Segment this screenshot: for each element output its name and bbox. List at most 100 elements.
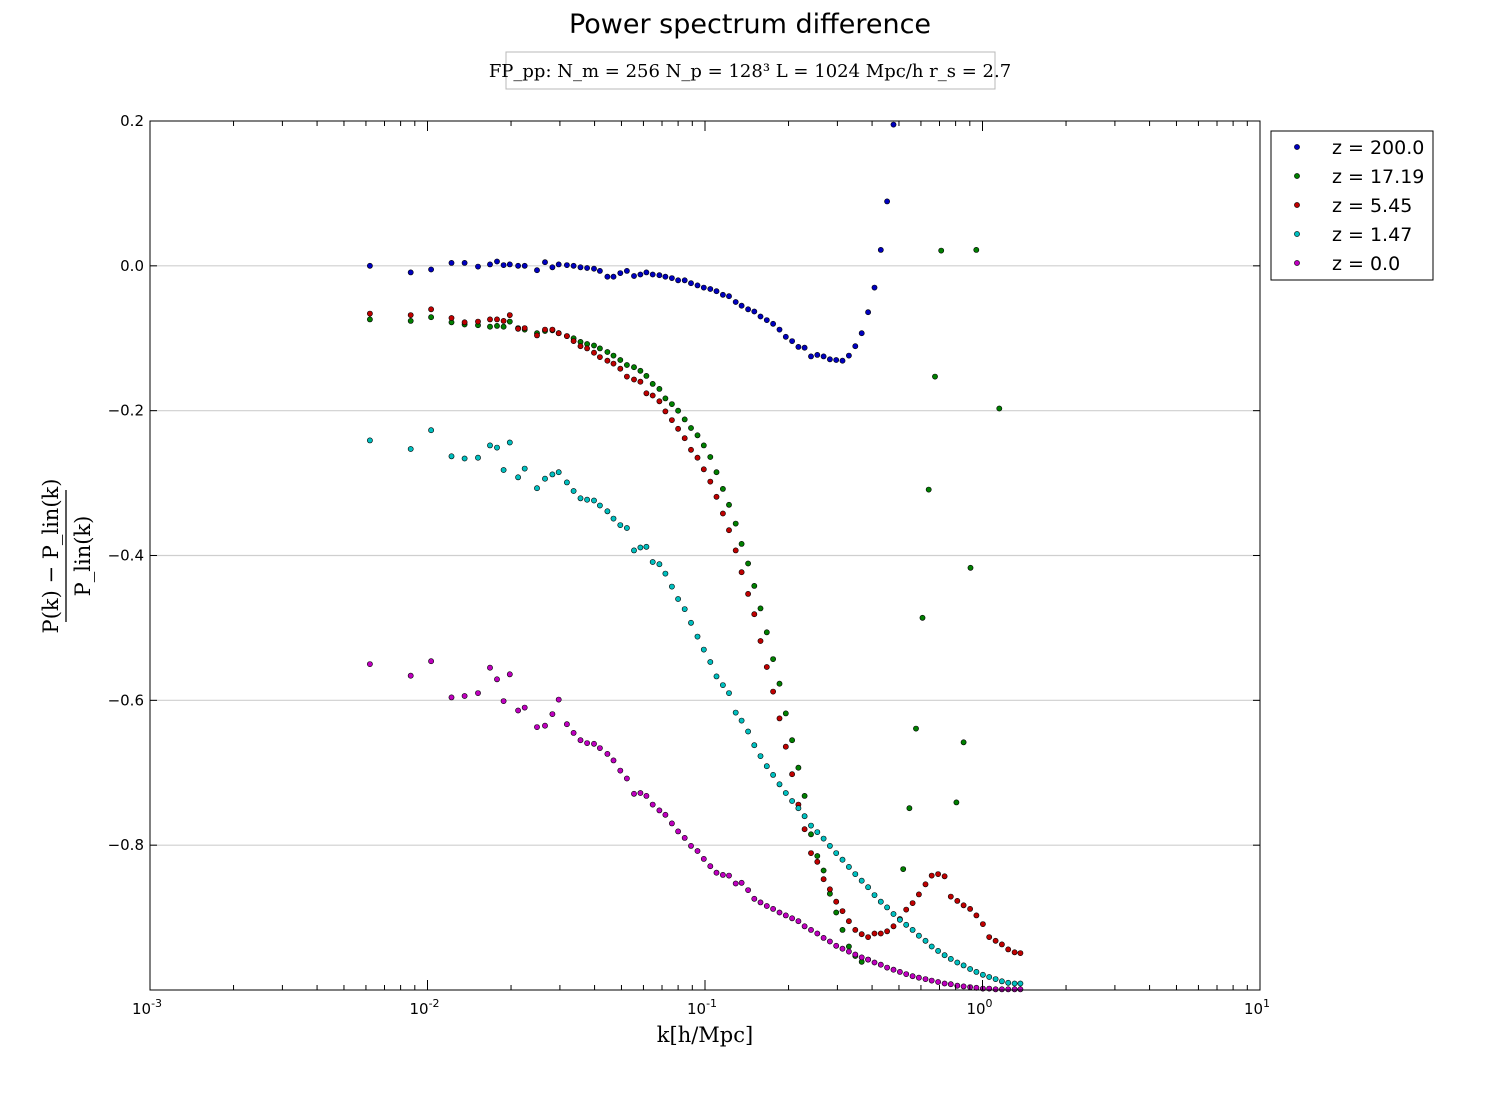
data-point	[713, 869, 720, 876]
data-point	[461, 259, 468, 266]
data-point	[428, 306, 434, 313]
data-point	[487, 664, 493, 671]
data-point	[675, 828, 681, 835]
y-axis-ticks: 0.2 0.0 −0.2 −0.4 −0.6 −0.8	[108, 112, 1260, 854]
data-point	[938, 247, 945, 254]
data-point	[649, 271, 656, 278]
data-point	[366, 310, 373, 317]
data-point	[694, 848, 701, 854]
data-point	[726, 872, 732, 879]
data-point	[366, 437, 373, 444]
data-point	[584, 345, 590, 352]
data-point	[577, 495, 584, 502]
legend-label: z = 1.47	[1332, 224, 1412, 246]
data-point	[801, 923, 808, 930]
data-point	[801, 344, 808, 351]
data-point	[1005, 979, 1012, 986]
data-point	[865, 956, 871, 963]
data-point	[732, 547, 739, 554]
data-point	[947, 956, 954, 962]
data-point	[500, 698, 507, 704]
data-point	[494, 316, 500, 323]
data-point	[852, 927, 859, 933]
data-point	[726, 690, 732, 696]
data-point	[833, 909, 840, 916]
data-point	[534, 267, 540, 274]
data-point	[877, 930, 884, 937]
data-point	[801, 813, 808, 820]
data-point	[669, 583, 675, 590]
data-point	[720, 872, 726, 878]
x-tick-label: 100	[966, 997, 992, 1018]
data-point	[624, 775, 630, 782]
data-point	[675, 277, 681, 284]
data-point	[960, 962, 967, 969]
x-tick-label: 10-3	[132, 997, 162, 1018]
data-point	[584, 740, 590, 746]
data-point	[713, 288, 720, 295]
data-point	[448, 259, 455, 266]
data-point	[521, 465, 528, 472]
data-point	[953, 799, 960, 806]
data-point	[577, 264, 584, 271]
y-tick-label: −0.4	[108, 547, 144, 565]
data-point	[757, 605, 764, 612]
data-point	[795, 764, 802, 771]
data-point	[707, 454, 714, 460]
data-point	[986, 934, 993, 940]
data-point	[871, 284, 878, 291]
data-point	[713, 493, 720, 500]
data-point	[461, 693, 468, 699]
data-point	[700, 284, 707, 291]
data-point	[577, 737, 584, 744]
data-point	[549, 326, 556, 333]
data-point	[591, 265, 597, 272]
data-point	[662, 570, 669, 577]
data-point	[521, 325, 528, 331]
data-point	[610, 360, 617, 367]
data-point	[624, 373, 630, 380]
series-0	[366, 121, 897, 364]
data-point	[617, 522, 624, 528]
data-point	[549, 264, 556, 271]
data-point	[604, 349, 611, 355]
data-point	[757, 313, 764, 320]
data-point	[643, 543, 650, 550]
data-point	[643, 372, 650, 379]
data-point	[669, 820, 675, 827]
subtitle-box: FP_pp: N_m = 256 N_p = 128³ L = 1024 Mpc…	[489, 51, 1011, 90]
data-point	[839, 908, 846, 914]
data-point	[475, 263, 481, 270]
data-point	[570, 730, 577, 736]
data-point	[738, 541, 745, 547]
data-point	[521, 262, 528, 269]
data-point	[954, 898, 961, 904]
data-point	[500, 317, 507, 324]
data-point	[500, 467, 507, 473]
data-point	[506, 261, 513, 268]
data-point	[801, 793, 808, 799]
data-point	[707, 478, 714, 485]
data-point	[649, 559, 656, 565]
x-axis-label: k[h/Mpc]	[657, 1023, 753, 1047]
series-3	[366, 427, 1024, 987]
data-point	[681, 835, 688, 841]
data-point	[763, 664, 770, 670]
data-point	[506, 318, 513, 325]
data-point	[1011, 980, 1018, 987]
data-point	[789, 798, 795, 804]
data-point	[820, 353, 827, 360]
data-point	[688, 843, 694, 849]
data-point	[745, 591, 751, 597]
data-point	[617, 357, 624, 363]
data-point	[846, 948, 852, 955]
legend-label: z = 17.19	[1332, 166, 1424, 188]
chart-title: Power spectrum difference	[569, 9, 931, 40]
data-point	[909, 973, 916, 980]
data-point	[1011, 986, 1018, 993]
data-point	[814, 829, 821, 835]
data-point	[967, 564, 974, 571]
data-point	[770, 656, 776, 662]
data-point	[776, 781, 783, 788]
data-point	[903, 906, 910, 913]
